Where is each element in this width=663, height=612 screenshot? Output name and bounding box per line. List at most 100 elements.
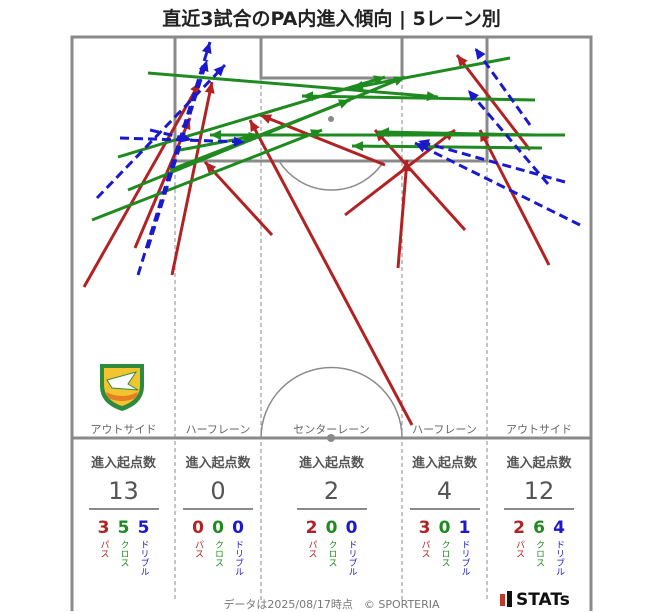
- lane-stats-outside-right: 進入起点数 12 2 パス 6 クロス 4 ドリブル: [487, 452, 591, 576]
- pass-label: パス: [306, 540, 317, 558]
- cross-arrow: [147, 71, 439, 99]
- logo-text: STATs: [516, 590, 570, 610]
- dribble-arrowhead: [213, 65, 225, 77]
- stat-total: 12: [523, 477, 555, 505]
- pass-arrowhead: [457, 55, 468, 67]
- cross-count: 0: [212, 518, 224, 538]
- stat-heading: 進入起点数: [185, 456, 251, 471]
- cross-arrowhead: [352, 81, 364, 91]
- dribble-count: 1: [458, 518, 471, 538]
- goal-area: [259, 35, 404, 80]
- cross-arrow: [351, 144, 543, 150]
- cross-count: 0: [325, 518, 338, 538]
- pass-arrow: [170, 81, 214, 276]
- cross-arrowhead: [210, 130, 221, 140]
- cross-label: クロス: [213, 540, 223, 567]
- pass-arrow: [203, 160, 274, 237]
- pass-count: 3: [97, 518, 110, 538]
- dribble-arrow: [136, 41, 212, 276]
- dribble-arrowhead: [198, 60, 209, 72]
- dribble-arrow: [414, 141, 581, 227]
- stat-heading: 進入起点数: [411, 456, 477, 471]
- dribble-arrowhead: [475, 48, 486, 60]
- lane-stats-outside-left: 進入起点数 13 3 パス 5 クロス 5 ドリブル: [72, 452, 175, 576]
- pitch-lines: [70, 35, 593, 611]
- lane-stats-half-left: 進入起点数 0 0 パス 0 クロス 0 ドリブル: [175, 452, 261, 576]
- dribble-arrowhead: [418, 139, 430, 149]
- lane-label-half-right: ハーフレーン: [412, 423, 477, 436]
- dribble-arrow: [466, 89, 550, 185]
- dribble-count: 5: [137, 518, 150, 538]
- pass-count: 2: [305, 518, 318, 538]
- stat-heading: 進入起点数: [506, 456, 572, 471]
- lane-stats-half-right: 進入起点数 4 3 パス 0 クロス 1 ドリブル: [402, 452, 487, 576]
- dribble-label: ドリブル: [459, 540, 470, 576]
- stat-heading: 進入起点数: [298, 456, 364, 471]
- pass-arrow: [248, 119, 414, 426]
- dribble-label: ドリブル: [346, 540, 357, 576]
- pass-label: パス: [193, 540, 203, 558]
- stat-divider: [409, 508, 480, 510]
- cross-arrowhead: [352, 141, 364, 152]
- cross-arrowhead: [337, 99, 350, 109]
- pass-arrowhead: [250, 120, 260, 133]
- stats-logo: STATs: [500, 590, 570, 610]
- stat-divider: [88, 508, 159, 510]
- stat-divider: [183, 508, 253, 510]
- stat-total: 2: [323, 477, 340, 505]
- cross-arrow: [301, 94, 536, 102]
- cross-count: 5: [117, 518, 130, 538]
- cross-count: 0: [438, 518, 451, 538]
- dribble-count: 0: [232, 518, 244, 538]
- stat-divider: [296, 508, 367, 510]
- pass-label: パス: [419, 540, 430, 558]
- dribble-count: 4: [553, 518, 565, 538]
- dribble-label: ドリブル: [554, 540, 564, 576]
- cross-arrowhead: [302, 91, 314, 102]
- cross-count: 6: [533, 518, 545, 538]
- pass-label: パス: [98, 540, 109, 558]
- cross-arrow: [117, 75, 386, 159]
- lane-label-outside-right: アウトサイド: [506, 423, 572, 436]
- pass-arrowhead: [204, 82, 215, 94]
- dribble-arrowhead: [233, 136, 245, 147]
- dribble-arrow: [417, 139, 566, 184]
- cross-label: クロス: [118, 540, 129, 567]
- dribble-label: ドリブル: [138, 540, 149, 576]
- stat-total: 0: [210, 477, 226, 505]
- dribble-arrowhead: [201, 42, 212, 54]
- pass-arrow: [344, 128, 456, 217]
- pass-arrowhead: [205, 162, 217, 174]
- cross-arrow: [169, 98, 351, 172]
- penalty-spot: [328, 116, 334, 122]
- dribble-count: 0: [345, 518, 358, 538]
- cross-label: クロス: [439, 540, 450, 567]
- dribble-label: ドリブル: [233, 540, 243, 576]
- lane-label-outside-left: アウトサイド: [90, 423, 157, 436]
- cross-arrow: [351, 56, 511, 90]
- center-circle: [260, 366, 403, 439]
- pass-label: パス: [514, 540, 524, 558]
- stat-total: 13: [108, 477, 139, 505]
- footer-credit: データは2025/08/17時点 © SPORTERIA: [223, 598, 440, 611]
- lane-label-center: センターレーン: [293, 423, 370, 436]
- stat-heading: 進入起点数: [90, 456, 156, 471]
- logo-mark: [500, 594, 505, 606]
- cross-label: クロス: [326, 540, 337, 567]
- lane-stats-center: 進入起点数 2 2 パス 0 クロス 0 ドリブル: [261, 452, 402, 576]
- pass-arrowhead: [260, 114, 273, 124]
- dribble-arrow: [146, 59, 209, 249]
- stat-divider: [504, 508, 574, 510]
- dribble-arrowhead: [468, 90, 479, 102]
- penalty-arc: [278, 160, 385, 191]
- pass-arrow: [396, 159, 409, 269]
- cross-label: クロス: [534, 540, 544, 567]
- dribble-arrowhead: [180, 132, 192, 143]
- pass-count: 0: [192, 518, 204, 538]
- pass-arrow: [478, 129, 551, 266]
- logo-mark: [507, 591, 512, 607]
- stat-total: 4: [436, 477, 453, 505]
- cross-arrow: [91, 128, 323, 222]
- pass-count: 3: [418, 518, 431, 538]
